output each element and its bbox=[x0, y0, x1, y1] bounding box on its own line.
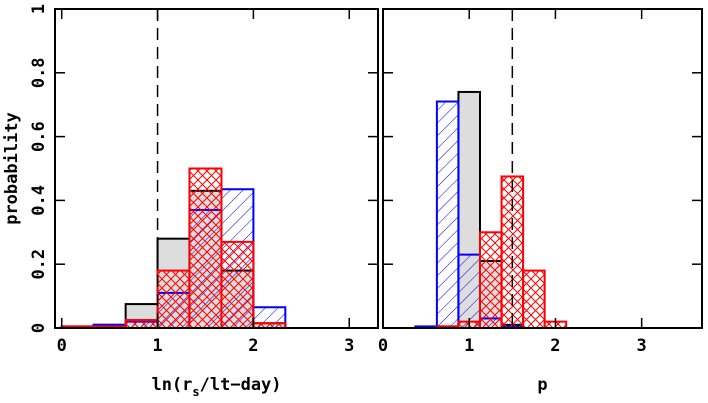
histogram-bar bbox=[220, 240, 255, 329]
x-tick-label: 3 bbox=[344, 336, 354, 356]
x-tick-label: 3 bbox=[637, 336, 647, 356]
x-axis-label-part: ln(r bbox=[151, 375, 192, 395]
histogram-bar bbox=[124, 319, 159, 329]
y-tick-label: 0.6 bbox=[29, 121, 49, 152]
x-axis-label: p bbox=[537, 375, 547, 395]
histogram-bar bbox=[435, 100, 460, 330]
plot-frame bbox=[54, 8, 379, 329]
histogram-bar bbox=[188, 167, 223, 329]
histogram-bar bbox=[522, 269, 546, 329]
plot-frame bbox=[382, 8, 703, 329]
y-tick-label: 0.8 bbox=[29, 57, 49, 88]
x-axis-label-part: /lt−day) bbox=[200, 375, 282, 395]
x-axis-label: ln(rs/lt−day) bbox=[151, 375, 281, 399]
y-tick-label: 1 bbox=[29, 4, 49, 14]
x-tick-label: 1 bbox=[464, 336, 474, 356]
x-axis-label-part: p bbox=[537, 375, 547, 395]
x-tick-label: 0 bbox=[57, 336, 67, 356]
x-tick-label: 2 bbox=[248, 336, 258, 356]
histogram-bar bbox=[156, 269, 191, 329]
x-tick-label: 2 bbox=[550, 336, 560, 356]
y-tick-label: 0 bbox=[29, 323, 49, 333]
y-tick-label: 0.2 bbox=[29, 249, 49, 280]
x-tick-label: 1 bbox=[152, 336, 162, 356]
y-axis-label: probability bbox=[2, 112, 22, 225]
x-tick-label: 0 bbox=[378, 336, 388, 356]
histogram-bar bbox=[457, 253, 481, 330]
y-tick-label: 0.4 bbox=[29, 185, 49, 216]
histogram-bar bbox=[478, 231, 503, 329]
x-axis-label-part: s bbox=[192, 385, 199, 399]
